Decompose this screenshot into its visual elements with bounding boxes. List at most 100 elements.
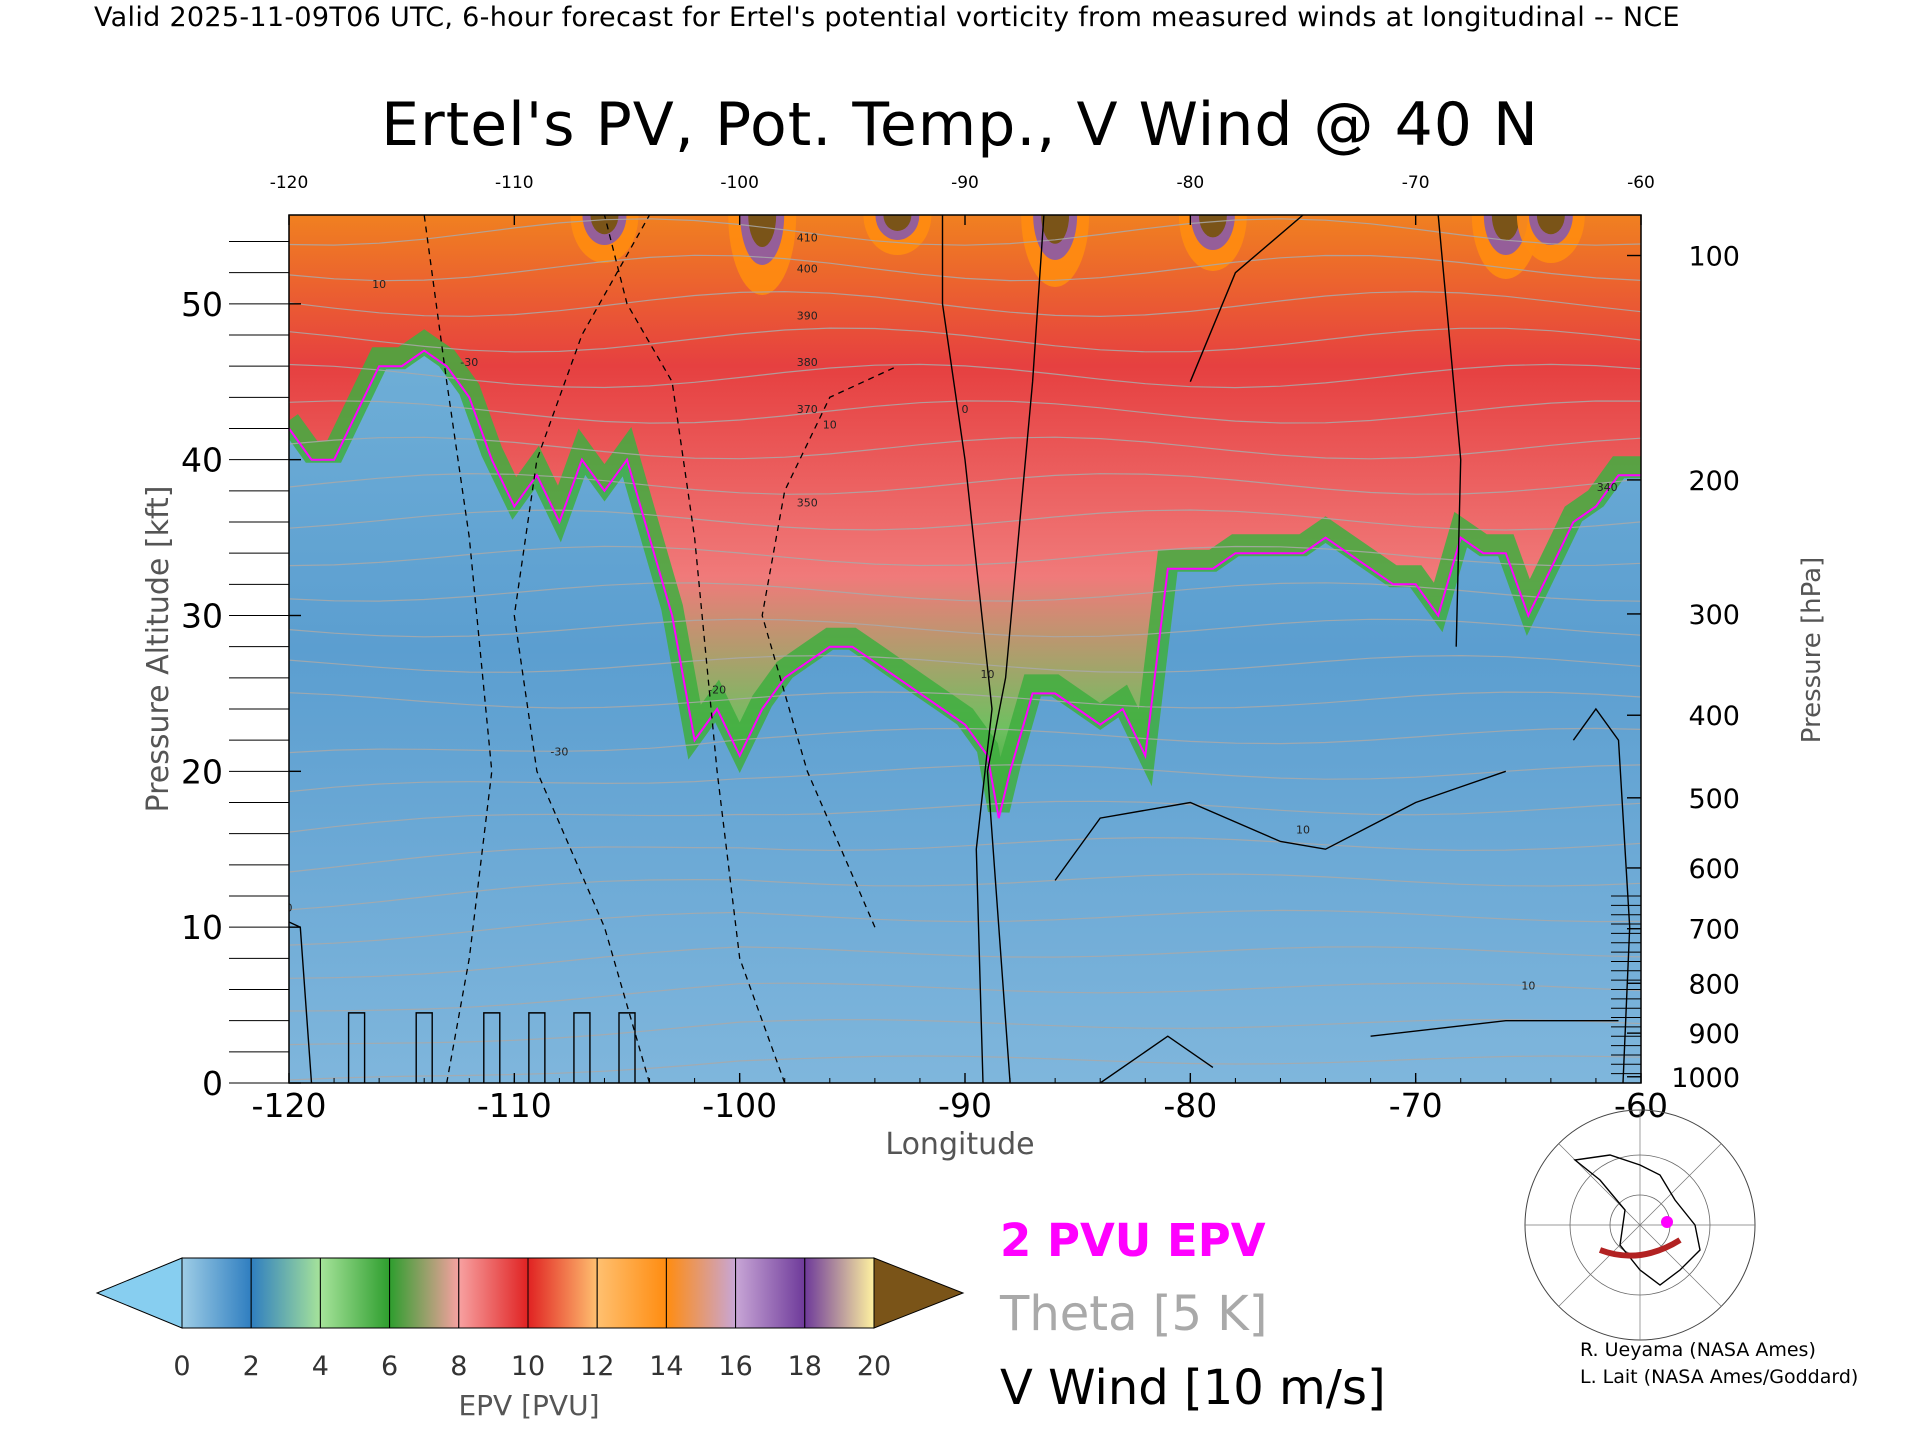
colorbar-label: EPV [PVU] (458, 1389, 599, 1422)
v-wind-contour (1370, 1020, 1619, 1037)
theta-contour (289, 800, 1641, 833)
colorbar-tick-label: 20 (857, 1351, 891, 1382)
theta-contour (289, 691, 1641, 709)
v-wind-contour (1189, 215, 1304, 382)
credit-line-2: L. Lait (NASA Ames/Goddard) (1580, 1366, 1859, 1388)
legend-entry: V Wind [10 m/s] (1000, 1360, 1386, 1416)
colorbar-segment (596, 1257, 667, 1329)
theta-contour (289, 436, 1641, 460)
colorbar-segment (458, 1257, 529, 1329)
v-wind-contour (347, 1012, 366, 1083)
v-wind-contour (415, 1012, 433, 1083)
colorbar-tick-label: 0 (173, 1351, 190, 1382)
colorbar-segment (181, 1257, 252, 1329)
theta-contour (289, 618, 1641, 638)
pressure-tick-label: 900 (1688, 1019, 1740, 1050)
pressure-tick-label: 800 (1688, 969, 1740, 1000)
pressure-tick-label: 300 (1688, 600, 1740, 631)
epv-green-band (289, 329, 1641, 813)
theta-contour (289, 836, 1641, 873)
y-tick-label: 10 (181, 908, 223, 947)
colorbar-under-triangle (95, 1257, 183, 1329)
y-axis-label-right: Pressure [hPa] (1797, 557, 1827, 744)
theta-contour (289, 327, 1641, 353)
x-top-tick-label: -120 (270, 173, 309, 193)
v-wind-contour (618, 1012, 636, 1083)
credits: R. Ueyama (NASA Ames) L. Lait (NASA Ames… (1580, 1337, 1858, 1391)
contour-label: 10 (1296, 824, 1310, 837)
colorbar-segment (665, 1257, 737, 1329)
contour-label: 380 (797, 356, 818, 369)
chart-title: Ertel's PV, Pot. Temp., V Wind @ 40 N (381, 90, 1539, 160)
theta-contour (289, 582, 1641, 602)
contour-label: 0 (286, 902, 293, 915)
x-top-tick-label: -70 (1402, 173, 1430, 193)
colorbar-segment (389, 1257, 460, 1329)
legend-entry: Theta [5 K] (999, 1286, 1268, 1342)
v-wind-contour (483, 1012, 501, 1083)
colorbar-tick-label: 14 (649, 1351, 683, 1382)
map-meridian (1639, 1143, 1722, 1226)
colorbar-tick-label: 8 (450, 1351, 467, 1382)
v-wind-contour (573, 1012, 591, 1083)
colorbar-tick-label: 12 (580, 1351, 614, 1382)
legend-entry: 2 PVU EPV (1000, 1214, 1266, 1267)
epv-cap-brown (1491, 215, 1520, 241)
contour-label: 370 (797, 403, 818, 416)
contour-label: 10 (1521, 979, 1535, 992)
contour-label: 10 (372, 278, 386, 291)
epv-cap-brown (883, 215, 912, 231)
locator-map (1524, 1109, 1756, 1341)
y-tick-label: 50 (181, 285, 223, 324)
x-tick-label: -110 (477, 1086, 552, 1125)
legend: 2 PVU EPV Theta [5 K] V Wind [10 m/s] (999, 1214, 1386, 1416)
theta-contour (289, 472, 1641, 495)
map-location-marker (1661, 1216, 1673, 1228)
pressure-tick-label: 500 (1688, 784, 1740, 815)
contour-label: 350 (797, 496, 818, 509)
pressure-tick-label: 100 (1688, 242, 1740, 273)
pressure-tick-label: 700 (1688, 915, 1740, 946)
colorbar-tick-label: 10 (511, 1351, 545, 1382)
epv-cap-brown (748, 215, 777, 247)
contour-label: -30 (550, 746, 568, 759)
x-axis-label: Longitude (885, 1127, 1034, 1162)
theta-contour (289, 254, 1641, 282)
contour-label: 340 (1597, 481, 1618, 494)
contour-label: 0 (962, 403, 969, 416)
map-meridian (1558, 1224, 1641, 1307)
x-tick-label: -90 (938, 1086, 992, 1125)
pressure-tick-label: 400 (1688, 701, 1740, 732)
colorbar-segment (804, 1257, 875, 1329)
theta-contour (289, 509, 1641, 531)
v-wind-contour (1099, 1035, 1214, 1083)
v-wind-contour-dashed (423, 215, 493, 1083)
y-tick-label: 0 (202, 1064, 223, 1103)
colorbar-segment (735, 1257, 806, 1329)
x-tick-label: -120 (252, 1086, 327, 1125)
v-wind-contour-dashed (513, 215, 651, 1083)
epv-colorbar: 0 2 4 6 8 10 12 14 16 18 20 EPV [PVU] (95, 1257, 965, 1422)
v-wind-contour (1437, 215, 1462, 647)
theta-contour (289, 982, 1641, 1012)
theta-contour (289, 363, 1641, 389)
colorbar-over-triangle (873, 1257, 965, 1329)
theta-contour (289, 218, 1641, 246)
theta-contour (289, 727, 1641, 754)
theta-contour (289, 909, 1641, 946)
x-top-tick-label: -110 (495, 173, 534, 193)
y-tick-label: 40 (181, 441, 223, 480)
colorbar-segment (527, 1257, 598, 1329)
x-tick-label: -60 (1614, 1086, 1668, 1125)
colorbar-tick-label: 16 (718, 1351, 752, 1382)
map-coastline (1573, 1154, 1701, 1286)
v-wind-contour (1572, 707, 1631, 1083)
colorbar-tick-label: 2 (243, 1351, 260, 1382)
colorbar-tick-label: 6 (381, 1351, 398, 1382)
y-tick-label: 20 (181, 752, 223, 791)
theta-contour (289, 946, 1641, 979)
map-section-line (1598, 1237, 1682, 1259)
epv-cap-brown (1198, 215, 1227, 238)
theta-contour (289, 654, 1641, 674)
theta-contour (289, 290, 1641, 318)
